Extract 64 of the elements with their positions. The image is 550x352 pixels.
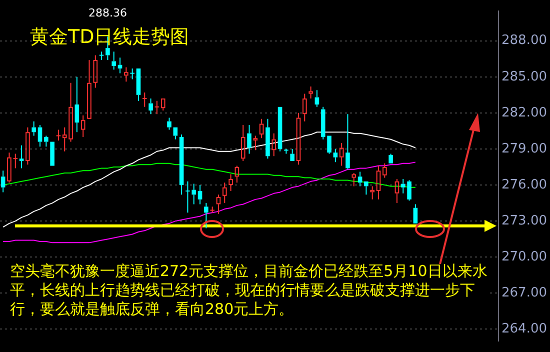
candlestick (130, 68, 135, 80)
candlestick (272, 132, 276, 157)
y-tick-label: 270.00 (502, 249, 548, 264)
candlestick (253, 135, 258, 151)
candlestick (339, 142, 344, 166)
candlestick (228, 174, 233, 192)
text: 黄金TD日线走势图 (30, 25, 190, 50)
candlestick (167, 117, 172, 130)
candlestick (44, 135, 48, 148)
candlestick (32, 120, 36, 136)
y-tick-label: 279.00 (502, 141, 548, 156)
candlestick (160, 98, 166, 112)
candlestick (148, 98, 153, 115)
candlestick (413, 204, 418, 224)
candlestick (364, 181, 368, 196)
candlestick (142, 92, 148, 108)
annotation: 空头毫不犹豫一度逼近272元支撑位，目前金价已经跌至5月10日以来水平，长线的上行趋势线已经打破，现在的行情要么是跌破支撑进一步下行，要么就是触底反弹，看向280元上方。 (10, 262, 490, 319)
candlestick (302, 93, 307, 122)
y-tick-label: 267.00 (502, 286, 548, 301)
candlestick (394, 178, 400, 204)
candlestick (266, 118, 270, 160)
candlestick (314, 90, 320, 108)
candlestick (222, 182, 227, 204)
candlestick (136, 68, 141, 102)
candlestick (204, 202, 208, 229)
y-tick-label: 288.00 (502, 33, 548, 48)
candlestick (308, 86, 313, 100)
candlestick (358, 171, 362, 187)
candlestick (216, 194, 221, 214)
candlestick (0, 170, 6, 193)
y-tick-label: 264.00 (502, 322, 548, 337)
y-tick-label: 285.00 (502, 69, 548, 84)
candlestick (173, 127, 178, 140)
candlestick (370, 186, 374, 200)
candlestick (124, 66, 128, 82)
candlestick (333, 148, 338, 163)
annotation: 288.36 (88, 6, 127, 20)
candlestick (179, 134, 184, 196)
candlestick (296, 112, 301, 166)
candlestick (247, 124, 252, 154)
candlestick (118, 57, 122, 74)
candlestick (376, 165, 381, 200)
candlestick (290, 148, 294, 161)
candlestick (38, 124, 42, 148)
candlestick (240, 124, 246, 162)
candlestick (198, 184, 202, 205)
candlestick (74, 76, 80, 133)
candlestick (19, 144, 24, 169)
candlestick (259, 118, 264, 139)
candlestick (278, 106, 282, 152)
y-tick-label: 273.00 (502, 213, 548, 228)
candlestick (154, 100, 160, 115)
candlestick (352, 172, 356, 187)
y-tick-label: 276.00 (502, 177, 548, 192)
candlestick (112, 51, 116, 70)
candlestick (56, 129, 62, 142)
candlestick (234, 165, 240, 184)
candlestick (87, 60, 92, 119)
candlestick (93, 54, 98, 88)
candlestick (26, 126, 30, 166)
y-tick-label: 282.00 (502, 105, 548, 120)
candlestick (346, 114, 350, 170)
candlestick (382, 162, 387, 178)
candlestick (80, 114, 86, 138)
